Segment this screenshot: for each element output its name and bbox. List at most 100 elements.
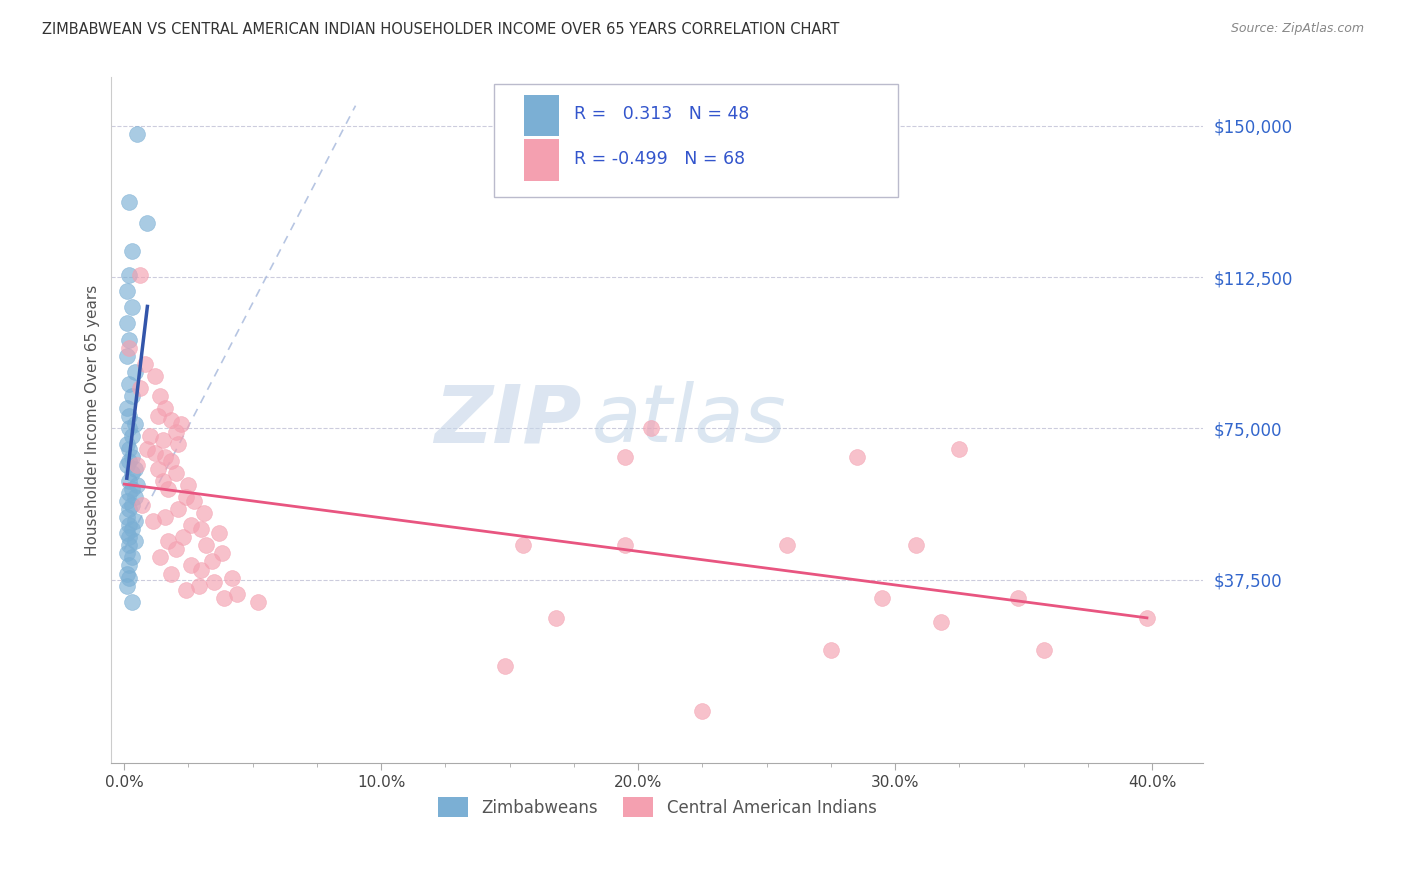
Point xyxy=(167,502,190,516)
Point xyxy=(118,195,141,210)
Text: ZIP: ZIP xyxy=(433,381,581,459)
Point xyxy=(149,389,172,403)
Point xyxy=(143,368,166,383)
Point xyxy=(139,429,162,443)
Point xyxy=(931,615,953,629)
Point xyxy=(156,482,179,496)
Point xyxy=(136,216,159,230)
Point xyxy=(208,526,231,541)
Point xyxy=(128,381,150,395)
Point xyxy=(121,450,143,464)
FancyBboxPatch shape xyxy=(524,139,560,181)
Point xyxy=(165,425,187,440)
Point xyxy=(118,333,141,347)
Point xyxy=(118,486,141,500)
Point xyxy=(614,538,637,552)
Point xyxy=(121,595,143,609)
Point xyxy=(118,421,141,435)
Point xyxy=(152,474,174,488)
Point xyxy=(152,434,174,448)
Point xyxy=(202,574,225,589)
Point xyxy=(115,546,138,560)
Point xyxy=(118,442,141,456)
Point xyxy=(544,611,567,625)
Point xyxy=(692,704,714,718)
Point xyxy=(115,579,138,593)
Point xyxy=(128,268,150,282)
Point xyxy=(183,494,205,508)
Point xyxy=(124,365,146,379)
Point xyxy=(131,498,153,512)
Point xyxy=(115,317,138,331)
Point xyxy=(149,550,172,565)
Point xyxy=(512,538,534,552)
Point xyxy=(121,482,143,496)
Point xyxy=(1033,643,1056,657)
Point xyxy=(190,562,212,576)
Point xyxy=(115,494,138,508)
Point xyxy=(121,550,143,565)
Point xyxy=(115,401,138,416)
Point xyxy=(156,534,179,549)
Point xyxy=(159,413,181,427)
Point xyxy=(118,376,141,391)
Point xyxy=(121,244,143,258)
Point xyxy=(155,510,177,524)
Point xyxy=(195,538,218,552)
Point xyxy=(174,582,197,597)
FancyBboxPatch shape xyxy=(524,95,560,136)
Point xyxy=(118,341,141,355)
Point xyxy=(143,445,166,459)
Text: atlas: atlas xyxy=(592,381,787,459)
Point xyxy=(226,587,249,601)
Point xyxy=(494,659,516,673)
Point xyxy=(121,301,143,315)
Point xyxy=(187,579,209,593)
Point xyxy=(134,357,156,371)
Point xyxy=(115,510,138,524)
Point xyxy=(872,591,894,605)
Point xyxy=(121,389,143,403)
Text: R =   0.313   N = 48: R = 0.313 N = 48 xyxy=(575,105,749,123)
Point xyxy=(845,450,868,464)
Text: Source: ZipAtlas.com: Source: ZipAtlas.com xyxy=(1230,22,1364,36)
Point xyxy=(127,127,149,141)
Point xyxy=(124,534,146,549)
Point xyxy=(115,566,138,581)
Point xyxy=(172,530,194,544)
FancyBboxPatch shape xyxy=(494,85,897,197)
Point xyxy=(820,643,842,657)
Point xyxy=(170,417,193,432)
Point xyxy=(167,437,190,451)
Point xyxy=(165,466,187,480)
Point xyxy=(124,461,146,475)
Point xyxy=(948,442,970,456)
Point xyxy=(121,522,143,536)
Point xyxy=(141,514,163,528)
Point xyxy=(640,421,662,435)
Point xyxy=(124,417,146,432)
Point xyxy=(118,558,141,573)
Point xyxy=(155,401,177,416)
Point xyxy=(121,466,143,480)
Legend: Zimbabweans, Central American Indians: Zimbabweans, Central American Indians xyxy=(432,791,883,823)
Point xyxy=(118,474,141,488)
Point xyxy=(121,429,143,443)
Point xyxy=(115,458,138,472)
Point xyxy=(1007,591,1029,605)
Point xyxy=(180,558,202,573)
Point xyxy=(118,538,141,552)
Point xyxy=(221,571,243,585)
Point xyxy=(776,538,799,552)
Point xyxy=(118,453,141,467)
Point xyxy=(124,514,146,528)
Point xyxy=(121,498,143,512)
Y-axis label: Householder Income Over 65 years: Householder Income Over 65 years xyxy=(86,285,100,556)
Point xyxy=(118,571,141,585)
Point xyxy=(115,349,138,363)
Point xyxy=(614,450,637,464)
Point xyxy=(159,566,181,581)
Point xyxy=(214,591,236,605)
Point xyxy=(246,595,269,609)
Point xyxy=(146,409,169,424)
